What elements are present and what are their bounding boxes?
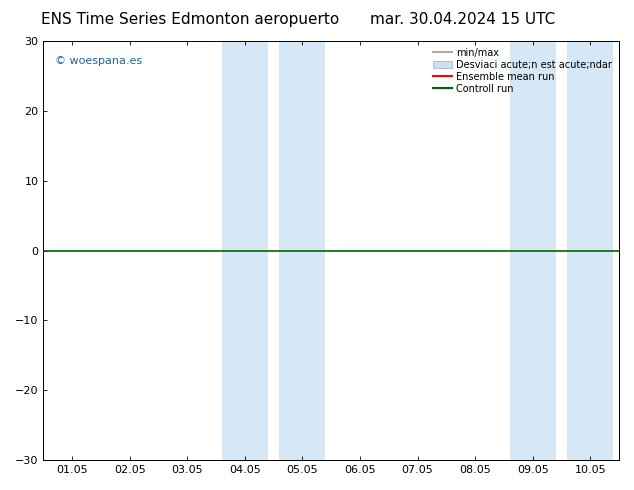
Bar xyxy=(280,41,325,460)
Bar xyxy=(222,41,268,460)
Bar xyxy=(510,41,555,460)
Text: © woespana.es: © woespana.es xyxy=(55,56,142,66)
Text: mar. 30.04.2024 15 UTC: mar. 30.04.2024 15 UTC xyxy=(370,12,555,27)
Legend: min/max, Desviaci acute;n est acute;ndar, Ensemble mean run, Controll run: min/max, Desviaci acute;n est acute;ndar… xyxy=(429,44,616,98)
Text: ENS Time Series Edmonton aeropuerto: ENS Time Series Edmonton aeropuerto xyxy=(41,12,339,27)
Bar xyxy=(567,41,613,460)
